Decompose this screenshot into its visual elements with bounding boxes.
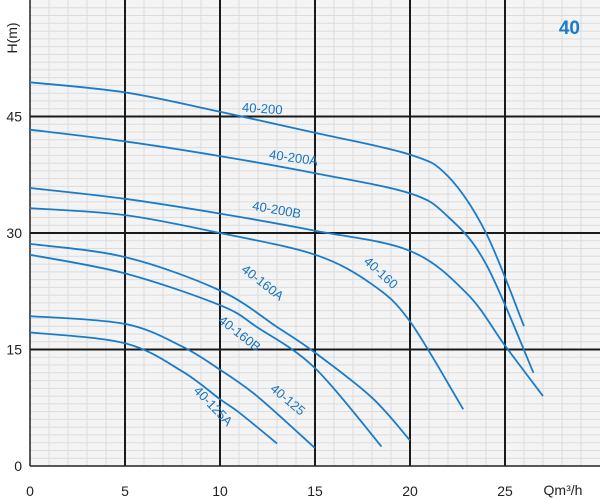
y-tick-label: 45 [6,109,22,125]
curve-40-200B [29,187,544,397]
curve-40-125A [29,331,278,445]
curve-40-160B [29,253,383,448]
x-tick-label: 10 [212,483,228,499]
curve-40-200A [29,128,535,374]
y-axis-label: H(m) [4,22,20,53]
chart-badge: 40 [559,18,580,39]
curve-40-125 [29,315,316,449]
curve-label-40-200: 40-200 [242,100,283,118]
y-tick-label: 0 [14,458,22,474]
y-tick-label: 15 [6,342,22,358]
y-tick-label: 30 [6,225,22,241]
major-grid [29,0,600,467]
x-tick-label: 15 [307,483,323,499]
curve-40-200 [29,81,525,327]
x-tick-label: 0 [26,483,34,499]
curve-40-160A [29,243,411,441]
curves [29,81,544,449]
tick-labels: 0 5 10 15 20 25 0 15 30 45 [6,109,513,500]
x-axis-label: Qm³/h [544,482,583,498]
x-tick-label: 20 [402,483,418,499]
x-tick-label: 5 [121,483,129,499]
curve-label-40-200A: 40-200A [268,147,319,169]
x-tick-label: 25 [497,483,513,499]
curve-40-160 [29,207,464,410]
